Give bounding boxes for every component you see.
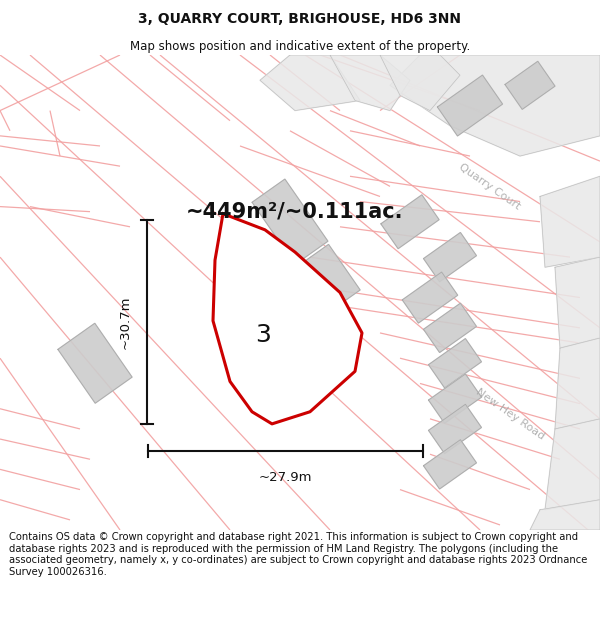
Polygon shape [428, 374, 481, 423]
Text: 3, QUARRY COURT, BRIGHOUSE, HD6 3NN: 3, QUARRY COURT, BRIGHOUSE, HD6 3NN [139, 12, 461, 26]
Text: Contains OS data © Crown copyright and database right 2021. This information is : Contains OS data © Crown copyright and d… [9, 532, 587, 577]
Polygon shape [213, 214, 362, 424]
Text: ~30.7m: ~30.7m [119, 295, 131, 349]
Polygon shape [390, 55, 600, 156]
Text: ~27.9m: ~27.9m [259, 471, 312, 484]
Polygon shape [437, 75, 503, 136]
Polygon shape [252, 179, 328, 264]
Polygon shape [380, 55, 460, 111]
Text: 3: 3 [255, 323, 271, 348]
Polygon shape [428, 339, 481, 388]
Text: Map shows position and indicative extent of the property.: Map shows position and indicative extent… [130, 39, 470, 52]
Polygon shape [300, 244, 360, 310]
Text: ~449m²/~0.111ac.: ~449m²/~0.111ac. [186, 202, 404, 222]
Polygon shape [403, 272, 458, 323]
Polygon shape [58, 323, 132, 403]
Text: New Hey Road: New Hey Road [474, 386, 546, 441]
Polygon shape [424, 303, 476, 352]
Polygon shape [428, 404, 481, 454]
Polygon shape [530, 499, 600, 530]
Polygon shape [424, 232, 476, 282]
Polygon shape [540, 176, 600, 268]
Polygon shape [381, 195, 439, 249]
Polygon shape [505, 61, 555, 109]
Polygon shape [424, 439, 476, 489]
Text: Quarry Court: Quarry Court [457, 161, 523, 211]
Polygon shape [260, 55, 360, 111]
Polygon shape [330, 55, 410, 111]
Polygon shape [555, 257, 600, 348]
Polygon shape [545, 419, 600, 510]
Polygon shape [555, 338, 600, 429]
